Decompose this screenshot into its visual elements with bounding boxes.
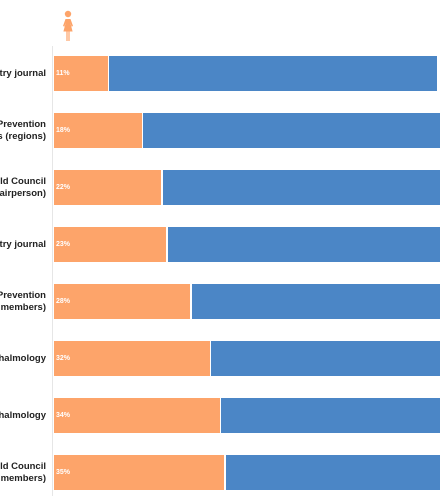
category-label: International Agency for the Preventiono… (0, 119, 46, 143)
bar-male (191, 284, 440, 319)
category-label-text: British Journal of Ophthalmology (0, 409, 46, 421)
bar-value-label: 28% (56, 297, 71, 305)
category-label-text: of Optometry (board members) (0, 472, 46, 484)
bar-male (109, 56, 437, 91)
bar-female (54, 284, 191, 319)
bar-value-label: 18% (56, 126, 71, 134)
bar-value-label: 35% (56, 468, 71, 476)
bar-value-label: 11% (56, 69, 70, 77)
category-label-line: of Blindness (regions) (0, 131, 46, 143)
bar-value-label: 32% (56, 354, 71, 362)
bar-male (221, 398, 440, 433)
category-label-line: Ophthalmic Physiology and Optometry jour… (0, 68, 46, 80)
bar-female (54, 170, 162, 205)
category-label: World Councilof Optometry (board members… (0, 461, 46, 485)
category-label-text: Ophthalmic Physiology and Optometry jour… (0, 67, 46, 79)
category-label: Ophthalmic Physiology and Optometry jour… (0, 68, 46, 80)
female-icon (63, 10, 73, 41)
bar-female (54, 56, 108, 91)
category-label: World Councilof Optometry (chairperson) (0, 176, 46, 200)
category-label-text: Indian Journal of Ophthalmology (0, 352, 46, 364)
category-label-text: of Blindness (regions) (0, 130, 46, 142)
category-label: British Journal of Ophthalmology (0, 410, 46, 422)
bar-male (143, 113, 440, 148)
category-label: Eye and Contact Lens Optometry journal (0, 239, 46, 251)
category-label-line: International Agency for the Prevention (0, 290, 46, 302)
category-label-line: of Optometry (chairperson) (0, 188, 46, 200)
category-label-line: of Optometry (board members) (0, 473, 46, 485)
category-label-text: World Council (0, 460, 46, 472)
bar-female (54, 227, 166, 262)
category-label-text: International Agency for the Prevention (0, 118, 46, 130)
category-label-text: of Blindness (board members) (0, 301, 46, 313)
bar-male (162, 170, 440, 205)
category-label-line: of Blindness (board members) (0, 302, 46, 314)
category-label: Indian Journal of Ophthalmology (0, 353, 46, 365)
category-label-line: World Council (0, 461, 46, 473)
category-label-line: International Agency for the Prevention (0, 119, 46, 131)
bar-value-label: 34% (56, 411, 71, 419)
bar-value-label: 23% (56, 240, 71, 248)
bar-value-label: 22% (56, 183, 71, 191)
category-label-text: International Agency for the Prevention (0, 289, 46, 301)
bar-female (54, 398, 220, 433)
bar-male (225, 455, 440, 490)
axis-line (52, 46, 53, 496)
bar-female (54, 455, 225, 490)
category-label-line: British Journal of Ophthalmology (0, 410, 46, 422)
category-label-line: World Council (0, 176, 46, 188)
category-label-text: of Optometry (chairperson) (0, 187, 46, 199)
bar-female (54, 113, 142, 148)
category-label: International Agency for the Preventiono… (0, 290, 46, 314)
category-label-line: Indian Journal of Ophthalmology (0, 353, 46, 365)
category-label-text: Eye and Contact Lens Optometry journal (0, 238, 46, 250)
bar-male (167, 227, 440, 262)
bar-male (211, 341, 440, 376)
category-label-line: Eye and Contact Lens Optometry journal (0, 239, 46, 251)
category-label-text: World Council (0, 175, 46, 187)
bar-female (54, 341, 210, 376)
